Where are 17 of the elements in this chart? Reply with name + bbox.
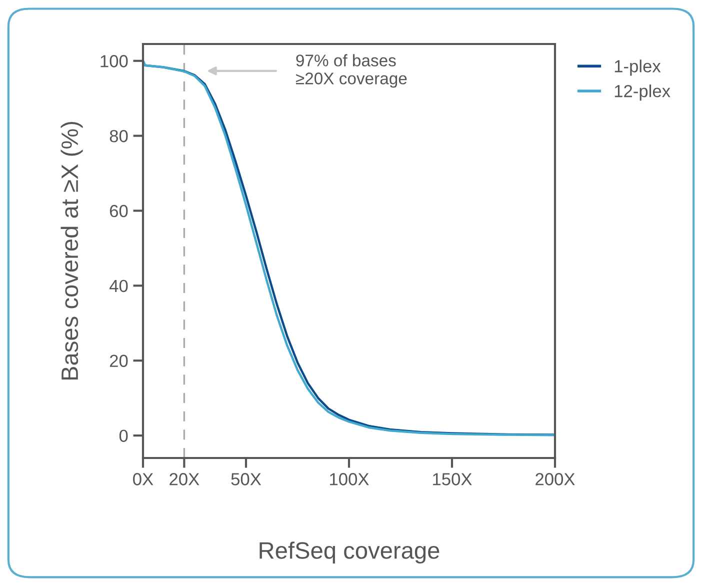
x-tick-label: 100X: [330, 473, 369, 486]
x-tick-label: 200X: [536, 473, 575, 486]
x-tick-label: 20X: [170, 473, 200, 486]
y-tick-label: 100: [100, 55, 128, 68]
y-axis-title: Bases covered at ≥X (%): [60, 122, 83, 380]
legend-label: 1-plex: [614, 60, 661, 76]
legend-label: 12-plex: [614, 84, 670, 101]
y-tick-label: 20: [110, 354, 128, 368]
x-tick-label: 150X: [433, 473, 472, 486]
annotation: 97% of bases ≥20X coverage: [296, 54, 407, 88]
y-tick-label: 60: [110, 204, 128, 218]
y-tick-label: 40: [110, 280, 128, 292]
y-tick-label: 0: [119, 430, 128, 442]
x-axis-title: RefSeq coverage: [260, 542, 440, 564]
y-tick-label: 80: [110, 130, 128, 142]
x-tick-label: 50X: [231, 473, 262, 486]
x-tick-label: 0X: [133, 473, 154, 486]
